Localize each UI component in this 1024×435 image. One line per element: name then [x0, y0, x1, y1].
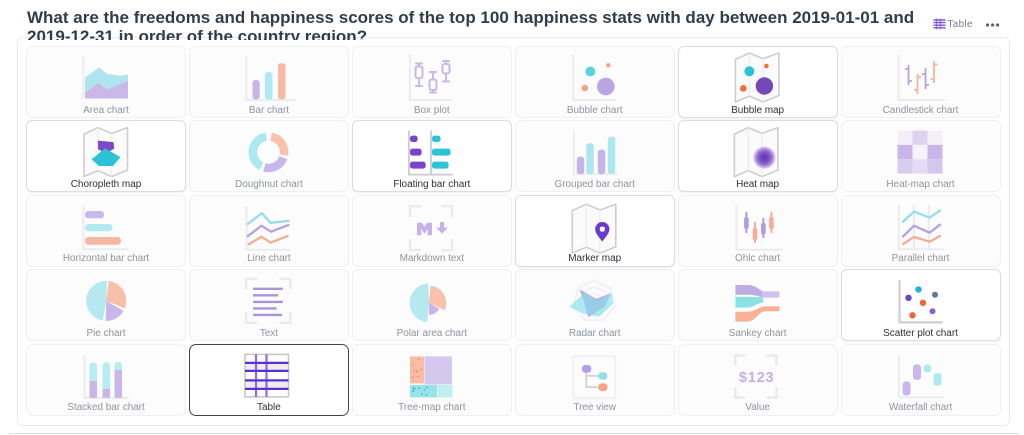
svg-text:$123: $123 — [739, 370, 774, 386]
